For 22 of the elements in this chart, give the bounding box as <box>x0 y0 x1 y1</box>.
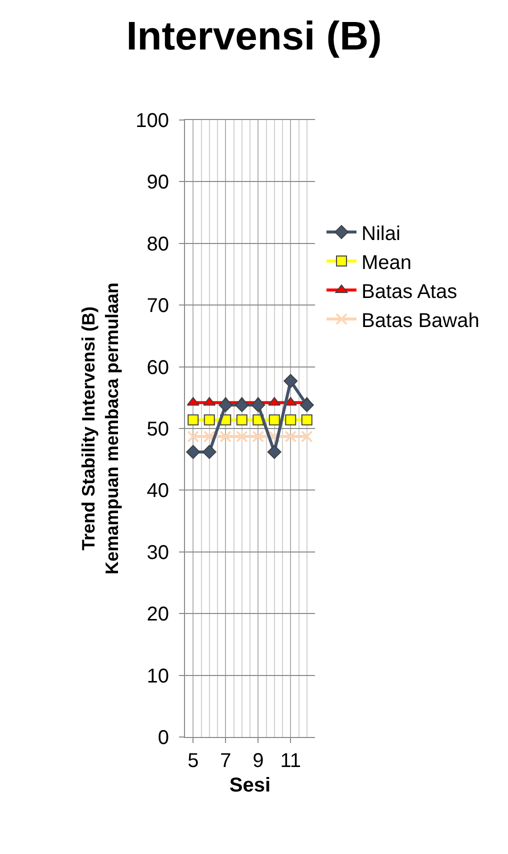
y-tick-label: 50 <box>146 418 169 440</box>
x-tick-label: 9 <box>252 750 264 772</box>
legend-label: Mean <box>362 252 412 274</box>
y-tick-label: 20 <box>146 604 169 626</box>
x-tick-label: 7 <box>220 750 232 772</box>
x-tick-label: 5 <box>188 750 199 772</box>
legend-label: Nilai <box>362 222 400 245</box>
y-tick-label: 10 <box>146 665 169 688</box>
y-tick-label: 60 <box>146 356 169 379</box>
y-tick-label: 70 <box>146 295 169 318</box>
y-tick-label: 0 <box>158 727 169 749</box>
y-axis-title: Trend Stability Intervensi (B) Kemampuan membaca permulaan <box>78 282 122 575</box>
chart-title: Intervensi (B) <box>126 14 382 58</box>
x-tick-label: 11 <box>280 750 302 772</box>
y-tick-label: 90 <box>146 172 169 194</box>
y-tick-label: 80 <box>146 233 169 256</box>
legend-label: Batas Atas <box>362 280 458 303</box>
legend-label: Batas Bawah <box>362 310 480 332</box>
y-tick-label: 30 <box>146 542 169 564</box>
y-tick-label: 40 <box>146 480 169 502</box>
x-axis-title: Sesi <box>229 774 271 796</box>
y-tick-label: 100 <box>136 110 169 132</box>
